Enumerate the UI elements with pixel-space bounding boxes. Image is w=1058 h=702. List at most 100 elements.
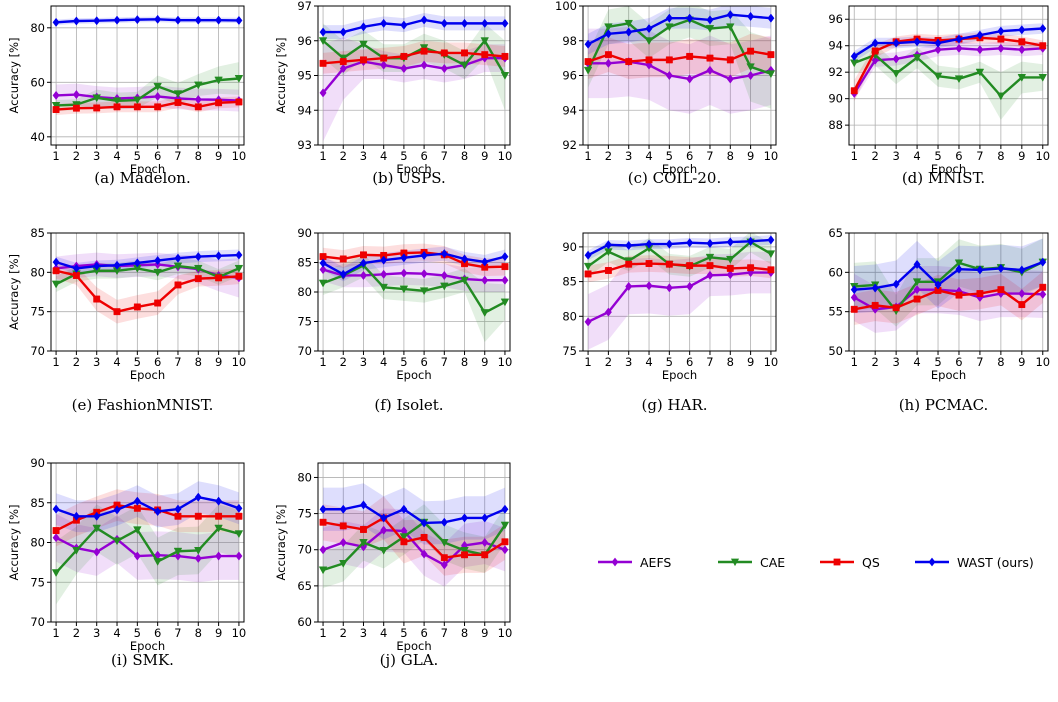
x-axis-label: Epoch	[396, 639, 431, 653]
data-point-cae	[359, 539, 368, 547]
data-point-qs	[154, 299, 162, 307]
data-point-cae	[480, 37, 489, 46]
data-point-qs	[440, 554, 448, 562]
data-point-qs	[747, 264, 755, 272]
series-line-aefs	[322, 268, 505, 282]
data-point-aefs	[501, 275, 509, 285]
band-cae	[588, 233, 771, 277]
data-point-cae	[194, 547, 203, 555]
data-point-qs	[747, 47, 755, 55]
data-point-wast-ours	[645, 239, 653, 249]
band-aefs	[854, 266, 1043, 333]
y-tick-label: 90	[562, 240, 577, 254]
data-point-wast-ours	[1018, 25, 1026, 35]
x-tick-label: 2	[340, 626, 347, 640]
y-tick-label: 85	[297, 256, 312, 270]
panel-caption: (h) PCMAC.	[899, 396, 989, 414]
band-aefs	[588, 26, 771, 114]
x-tick-label: 8	[195, 626, 202, 640]
data-point-qs	[174, 512, 182, 520]
data-point-wast-ours	[93, 16, 101, 26]
x-tick-label: 7	[706, 149, 713, 163]
x-tick-label: 10	[1035, 355, 1050, 369]
data-point-wast-ours	[420, 518, 428, 528]
data-point-qs	[194, 512, 202, 520]
data-point-aefs	[850, 292, 858, 303]
data-point-qs	[72, 272, 80, 279]
legend-label-qs: QS	[862, 555, 880, 570]
data-point-aefs	[154, 91, 162, 102]
chart-panel-4: 1 2 3 4 5 6 7 8 9 10 88 90 92 94 96 Epoch(d) MNIST.	[828, 5, 1050, 187]
legend-marker-cae	[730, 558, 740, 567]
data-point-qs	[215, 512, 223, 520]
x-axis-label: Epoch	[662, 368, 697, 382]
data-point-wast-ours	[913, 259, 921, 270]
series-line-cae	[55, 264, 240, 286]
data-point-cae	[318, 37, 328, 46]
data-point-wast-ours	[747, 11, 755, 21]
panel-caption: (i) SMK.	[111, 651, 174, 669]
plot-frame	[50, 232, 245, 352]
data-point-qs	[1018, 301, 1026, 309]
series-line-wast-ours	[322, 252, 506, 276]
band-wast-ours	[588, 6, 771, 55]
data-point-cae	[583, 66, 593, 75]
data-point-wast-ours	[194, 252, 202, 262]
data-point-qs	[645, 260, 653, 267]
data-point-wast-ours	[72, 511, 80, 521]
data-point-wast-ours	[400, 253, 408, 263]
data-point-aefs	[72, 90, 80, 100]
y-tick-label: 75	[30, 305, 45, 319]
data-point-wast-ours	[481, 18, 489, 28]
data-point-cae	[766, 70, 776, 79]
y-axis-label: Accuracy [%]	[274, 504, 288, 580]
data-point-qs	[767, 51, 775, 59]
y-tick-label: 98	[562, 34, 577, 48]
plot-area	[318, 483, 510, 589]
data-point-cae	[92, 524, 101, 533]
y-tick-label: 75	[562, 344, 577, 358]
series-line-qs	[322, 49, 506, 65]
x-axis-label: Epoch	[130, 162, 165, 176]
data-point-wast-ours	[215, 251, 223, 261]
data-point-aefs	[481, 537, 489, 548]
series-line-wast-ours	[323, 503, 506, 525]
data-point-qs	[501, 538, 509, 546]
y-tick-label: 70	[30, 615, 45, 629]
data-point-qs	[997, 35, 1005, 43]
data-point-qs	[360, 56, 367, 64]
chart-panel-2: 1 2 3 4 5 6 7 8 9 10 93 94 95 96 97 Epoch Accuracy [%] (b…	[274, 0, 512, 187]
x-tick-label: 4	[645, 149, 652, 163]
data-point-wast-ours	[1039, 23, 1047, 34]
data-point-wast-ours	[686, 238, 694, 248]
chart-panel-10: 1 2 3 4 5 6 7 8 9 10 60 65 70 75 80 Epoch Accuracy [%] (j…	[274, 462, 512, 669]
chart-panel-6: 1 2 3 4 5 6 7 8 9 10 70 75 80 85 90 Epoch (f) Isolet.	[297, 226, 512, 414]
data-point-wast-ours	[461, 254, 469, 264]
data-point-wast-ours	[850, 51, 858, 61]
data-point-qs	[871, 47, 879, 55]
x-tick-label: 4	[380, 149, 387, 163]
y-tick-label: 65	[828, 226, 843, 240]
data-point-wast-ours	[154, 14, 162, 24]
y-axis-label: Accuracy [%]	[7, 254, 21, 330]
data-point-cae	[440, 282, 449, 291]
series-line-aefs	[322, 56, 505, 94]
panel-caption: (d) MNIST.	[902, 169, 985, 187]
data-point-qs	[319, 253, 327, 261]
series-line-aefs	[55, 536, 239, 560]
data-point-cae	[766, 250, 776, 259]
y-tick-label: 80	[562, 309, 577, 323]
x-tick-label: 4	[645, 355, 652, 369]
y-tick-label: 80	[297, 470, 312, 484]
y-tick-label: 94	[297, 103, 312, 117]
data-point-wast-ours	[339, 269, 347, 279]
x-axis-label: Epoch	[931, 162, 966, 176]
data-point-wast-ours	[665, 13, 673, 23]
x-tick-label: 6	[154, 626, 161, 640]
data-point-cae	[234, 75, 244, 83]
y-tick-label: 50	[828, 344, 843, 358]
data-point-qs	[52, 267, 60, 275]
data-point-qs	[440, 49, 448, 57]
y-axis-label: Accuracy [%]	[7, 504, 21, 580]
band-aefs	[323, 257, 505, 292]
